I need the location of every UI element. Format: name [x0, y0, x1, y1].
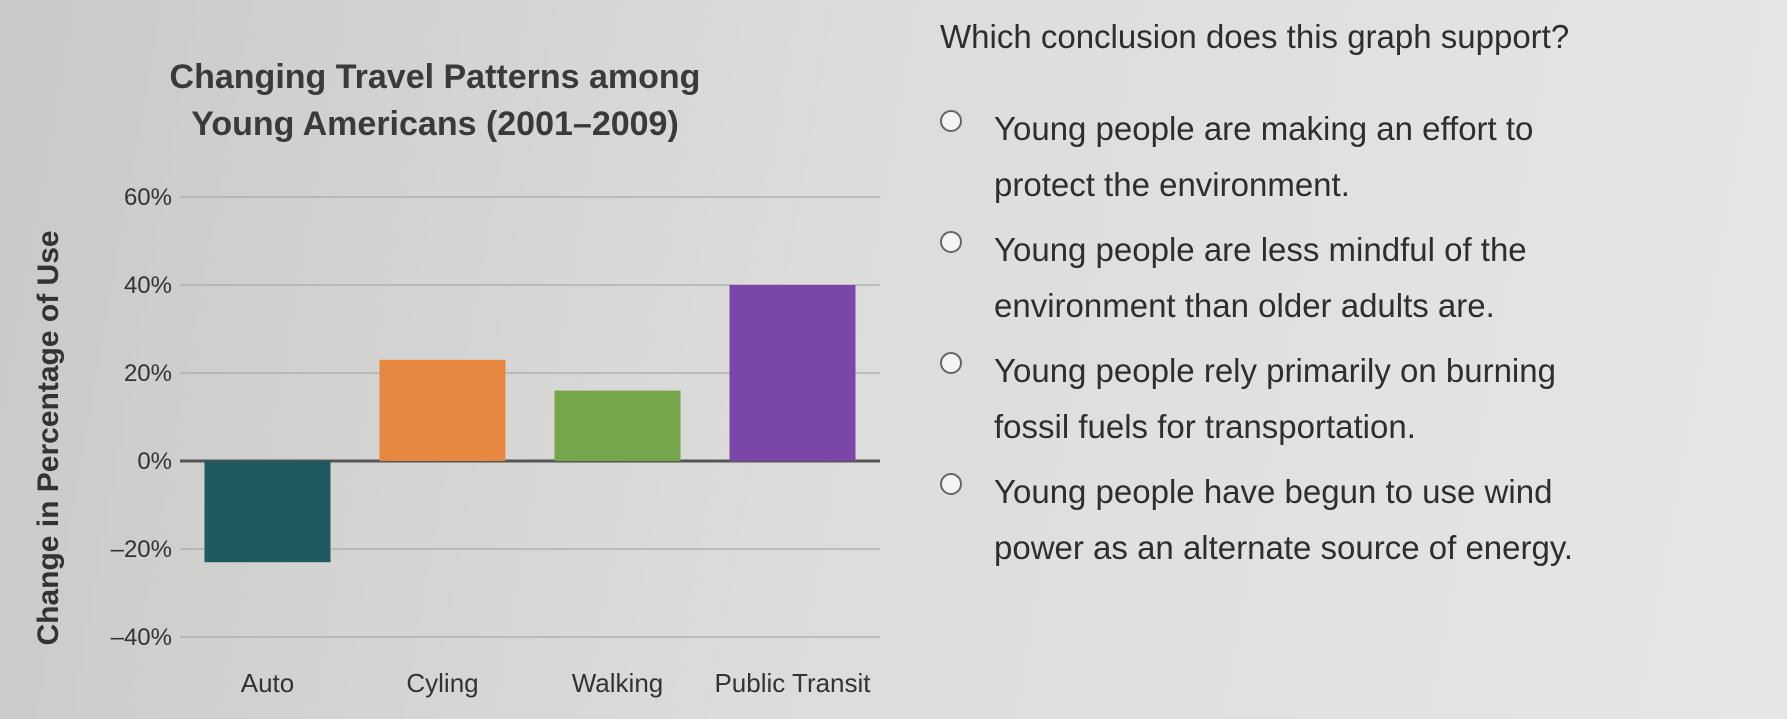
question-prompt: Which conclusion does this graph support…	[940, 18, 1570, 55]
y-tick-label: 60%	[124, 184, 172, 211]
radio-button-icon[interactable]	[940, 352, 962, 374]
option-line: protect the environment.	[994, 166, 1350, 203]
option-line: fossil fuels for transportation.	[994, 408, 1416, 445]
option-text: Young people are less mindful of the env…	[994, 222, 1774, 334]
y-tick-label: –40%	[111, 624, 172, 651]
radio-button-icon[interactable]	[940, 110, 962, 132]
option-line: Young people have begun to use wind	[994, 473, 1553, 510]
y-tick-label: 0%	[137, 448, 172, 475]
bar-auto	[204, 461, 331, 563]
category-labels: Auto Cyling Walking Public Transit	[241, 668, 872, 698]
bar-walking	[554, 390, 681, 461]
option-line: environment than older adults are.	[994, 287, 1495, 324]
y-axis-title: Change in Percentage of Use	[32, 230, 65, 645]
chart-title-line-2: Young Americans (2001–2009)	[191, 105, 679, 143]
bars	[204, 285, 856, 563]
option-line: Young people are less mindful of the	[994, 231, 1527, 268]
radio-button-icon[interactable]	[940, 231, 962, 253]
y-tick-label: 20%	[124, 360, 172, 387]
option-text: Young people rely primarily on burning f…	[994, 343, 1774, 455]
category-label: Walking	[572, 668, 664, 698]
category-label: Cyling	[406, 668, 478, 698]
chart-title-line-1: Changing Travel Patterns among	[170, 58, 701, 96]
bar-cyling	[379, 359, 506, 461]
option-line: Young people are making an effort to	[994, 110, 1534, 147]
radio-button-icon[interactable]	[940, 473, 962, 495]
bar-chart: Changing Travel Patterns among Young Ame…	[32, 58, 880, 698]
category-label: Public Transit	[714, 668, 871, 698]
option-line: Young people rely primarily on burning	[994, 352, 1556, 389]
option-text: Young people have begun to use wind powe…	[994, 464, 1774, 576]
y-tick-label: 40%	[124, 272, 172, 299]
bar-public-transit	[729, 285, 856, 461]
y-tick-labels: 60% 40% 20% 0% –20% –40%	[111, 184, 172, 651]
category-label: Auto	[241, 668, 295, 698]
y-tick-label: –20%	[111, 536, 172, 563]
option-text: Young people are making an effort to pro…	[994, 101, 1774, 213]
option-line: power as an alternate source of energy.	[994, 529, 1574, 566]
